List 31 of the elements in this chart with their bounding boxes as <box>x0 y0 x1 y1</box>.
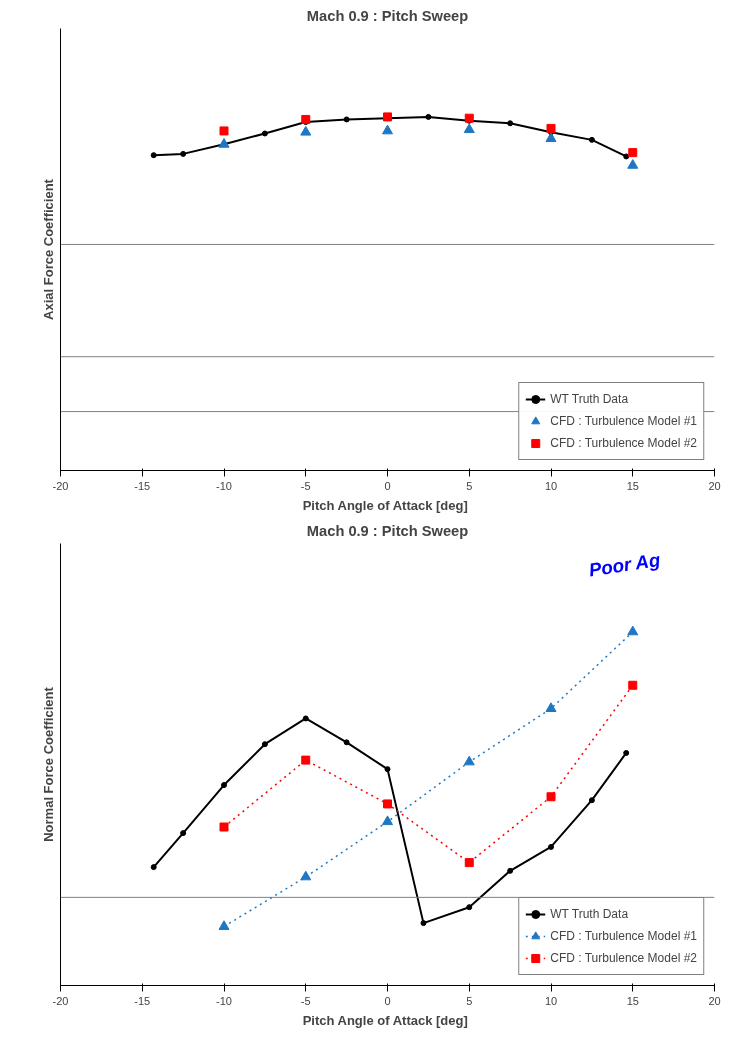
x-tick-label: -15 <box>134 479 151 492</box>
legend-label: CFD : Turbulence Model #1 <box>550 414 697 428</box>
x-tick-label: 5 <box>466 994 473 1007</box>
x-tick-label: -10 <box>216 994 232 1007</box>
legend-label: WT Truth Data <box>550 392 629 406</box>
x-tick-label: 0 <box>384 994 391 1007</box>
x-tick-label: -20 <box>52 994 69 1007</box>
x-tick-label: 15 <box>626 479 639 492</box>
text: Poor Ag <box>587 548 663 581</box>
y-axis-title: Normal Force Coefficient <box>40 686 56 842</box>
x-tick-label: -5 <box>300 994 311 1007</box>
x-axis-title: Pitch Angle of Attack [deg] <box>302 497 468 513</box>
x-tick-label: 15 <box>626 994 639 1007</box>
legend-label: CFD : Turbulence Model #1 <box>550 929 697 943</box>
chart-title: Mach 0.9 : Pitch Sweep <box>306 522 469 539</box>
x-tick-label: -15 <box>134 994 151 1007</box>
x-tick-label: 20 <box>708 994 721 1007</box>
x-tick-label: -5 <box>300 479 311 492</box>
x-tick-label: -10 <box>216 479 232 492</box>
x-tick-label: -20 <box>52 479 69 492</box>
x-tick-label: 10 <box>544 479 558 492</box>
legend-label: CFD : Turbulence Model #2 <box>550 436 697 450</box>
y-axis-title: Axial Force Coefficient <box>40 178 56 320</box>
x-tick-label: 0 <box>384 479 391 492</box>
x-tick-label: 10 <box>544 994 558 1007</box>
x-axis-title: Pitch Angle of Attack [deg] <box>302 1012 468 1028</box>
x-tick-label: 5 <box>466 479 473 492</box>
legend-label: CFD : Turbulence Model #2 <box>550 951 697 965</box>
x-tick-label: 20 <box>708 479 721 492</box>
legend-label: WT Truth Data <box>550 907 629 921</box>
chart-title: Mach 0.9 : Pitch Sweep <box>306 7 469 24</box>
